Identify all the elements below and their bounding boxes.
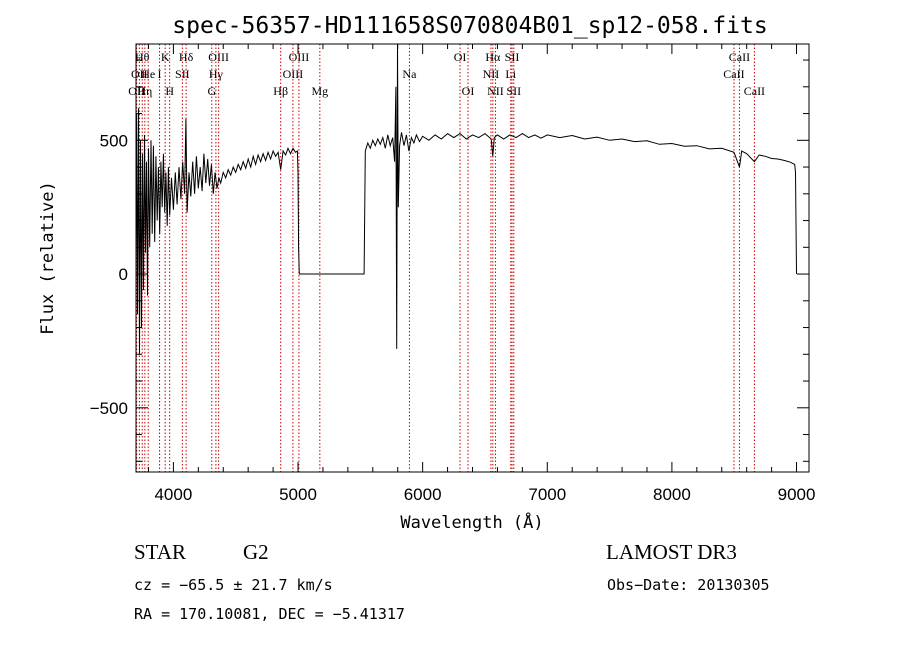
spectral-line-label: OIII xyxy=(283,67,304,81)
spectral-line-label: I xyxy=(158,67,162,81)
object-class: STAR xyxy=(134,540,186,564)
spectral-line-label: Hβ xyxy=(273,84,288,98)
spectral-line-label: Na xyxy=(402,67,417,81)
redshift-text: cz = −65.5 ± 21.7 km/s xyxy=(134,576,333,594)
x-tick-label: 5000 xyxy=(279,485,317,504)
spectral-line-label: NII xyxy=(487,84,504,98)
plot-frame xyxy=(135,43,810,473)
spectral-line-label: SII xyxy=(506,84,521,98)
spectral-line-label: K xyxy=(161,50,170,64)
spectral-line-label: He xyxy=(141,67,155,81)
chart-title: spec-56357-HD111658S070804B01_sp12-058.f… xyxy=(172,13,767,39)
obs-date-text: Obs−Date: 20130305 xyxy=(607,576,770,594)
y-axis-ticks: −500 0 500 xyxy=(90,59,809,462)
spectral-line-label: OII xyxy=(128,84,145,98)
spectral-line-label: H xyxy=(165,84,174,98)
spectral-line-label: Hθ xyxy=(135,50,150,64)
spectral-line-label: Hγ xyxy=(209,67,224,81)
y-axis-label: Flux (relative) xyxy=(38,181,58,335)
spectral-line-label: SII xyxy=(175,67,190,81)
x-tick-label: 7000 xyxy=(528,485,566,504)
spectral-line-label: Hη xyxy=(137,84,152,98)
y-tick-label: 0 xyxy=(119,265,128,284)
x-axis-ticks: 4000 5000 6000 7000 8000 9000 xyxy=(147,44,816,504)
spectral-line-label: OI xyxy=(462,84,475,98)
spectral-line-label: NII xyxy=(483,67,500,81)
object-subclass: G2 xyxy=(243,540,269,564)
spectral-line-markers xyxy=(136,44,755,472)
spectrum-line xyxy=(135,43,797,355)
spectral-line-label: OIII xyxy=(208,50,229,64)
x-tick-label: 8000 xyxy=(653,485,691,504)
spectral-line-label: OII xyxy=(131,67,148,81)
y-tick-label: −500 xyxy=(90,399,128,418)
spectral-line-label: Hδ xyxy=(179,50,194,64)
x-tick-label: 6000 xyxy=(404,485,442,504)
x-axis-label: Wavelength (Å) xyxy=(400,511,543,533)
spectral-line-label: OI xyxy=(454,50,467,64)
spectral-line-label: Hα xyxy=(485,50,501,64)
x-tick-label: 4000 xyxy=(154,485,192,504)
spectral-line-label: CaII xyxy=(744,84,765,98)
spectral-line-label: OIII xyxy=(289,50,310,64)
coordinates-text: RA = 170.10081, DEC = −5.41317 xyxy=(134,605,405,623)
spectral-line-label: CaII xyxy=(723,67,744,81)
y-tick-label: 500 xyxy=(100,131,128,150)
x-tick-label: 9000 xyxy=(778,485,816,504)
spectral-line-label: Mg xyxy=(311,84,328,98)
survey-name: LAMOST DR3 xyxy=(606,540,737,564)
spectral-line-label: CaII xyxy=(729,50,750,64)
spectral-line-label: Li xyxy=(505,67,516,81)
spectral-line-label: G xyxy=(207,84,216,98)
spectral-line-label: SII xyxy=(505,50,520,64)
